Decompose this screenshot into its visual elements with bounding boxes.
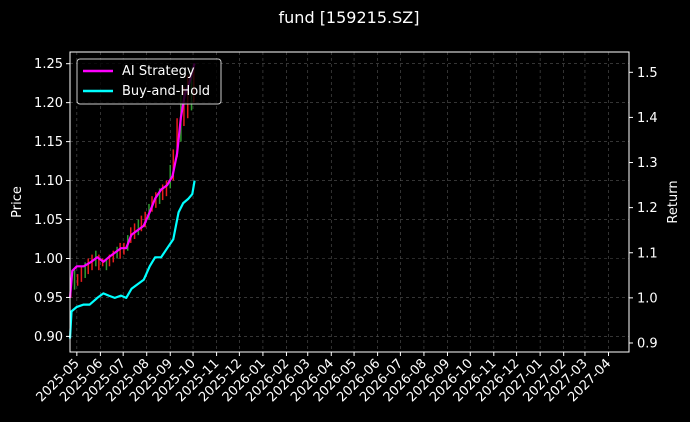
y-left-tick-label: 1.00 (34, 252, 63, 267)
legend-label-buy-and-hold: Buy-and-Hold (122, 84, 210, 99)
chart-title: fund [159215.SZ] (279, 8, 420, 27)
y-left-tick-label: 0.95 (34, 291, 63, 306)
y-right-tick-label: 1.1 (637, 246, 658, 261)
y-axis-right: 0.9 1.0 1.1 1.2 1.3 1.4 1.5 (629, 66, 658, 351)
y-left-tick-label: 1.10 (34, 174, 63, 189)
y-left-tick-label: 1.05 (34, 213, 63, 228)
plot-frame (69, 51, 630, 353)
y-left-tick-label: 1.25 (34, 57, 63, 72)
legend: AI Strategy Buy-and-Hold (76, 58, 222, 105)
series-lines (68, 63, 196, 339)
y-axis-left: 0.90 0.95 1.00 1.05 1.10 1.15 1.20 1.25 (34, 57, 70, 345)
y-right-tick-label: 1.5 (637, 66, 658, 81)
y-right-tick-label: 1.3 (637, 156, 658, 171)
y-left-tick-label: 0.90 (34, 330, 63, 345)
y-axis-left-label: Price (10, 186, 25, 218)
y-left-tick-label: 1.15 (34, 135, 63, 150)
y-right-tick-label: 1.0 (637, 291, 658, 306)
y-right-tick-label: 1.4 (637, 111, 658, 126)
legend-label-ai-strategy: AI Strategy (122, 64, 195, 79)
y-axis-right-label: Return (666, 180, 681, 223)
y-right-tick-label: 0.9 (637, 336, 658, 351)
series-line-buy-and-hold (68, 180, 196, 339)
y-right-tick-label: 1.2 (637, 201, 658, 216)
series-line-ai-strategy (68, 63, 196, 298)
y-left-tick-label: 1.20 (34, 96, 63, 111)
